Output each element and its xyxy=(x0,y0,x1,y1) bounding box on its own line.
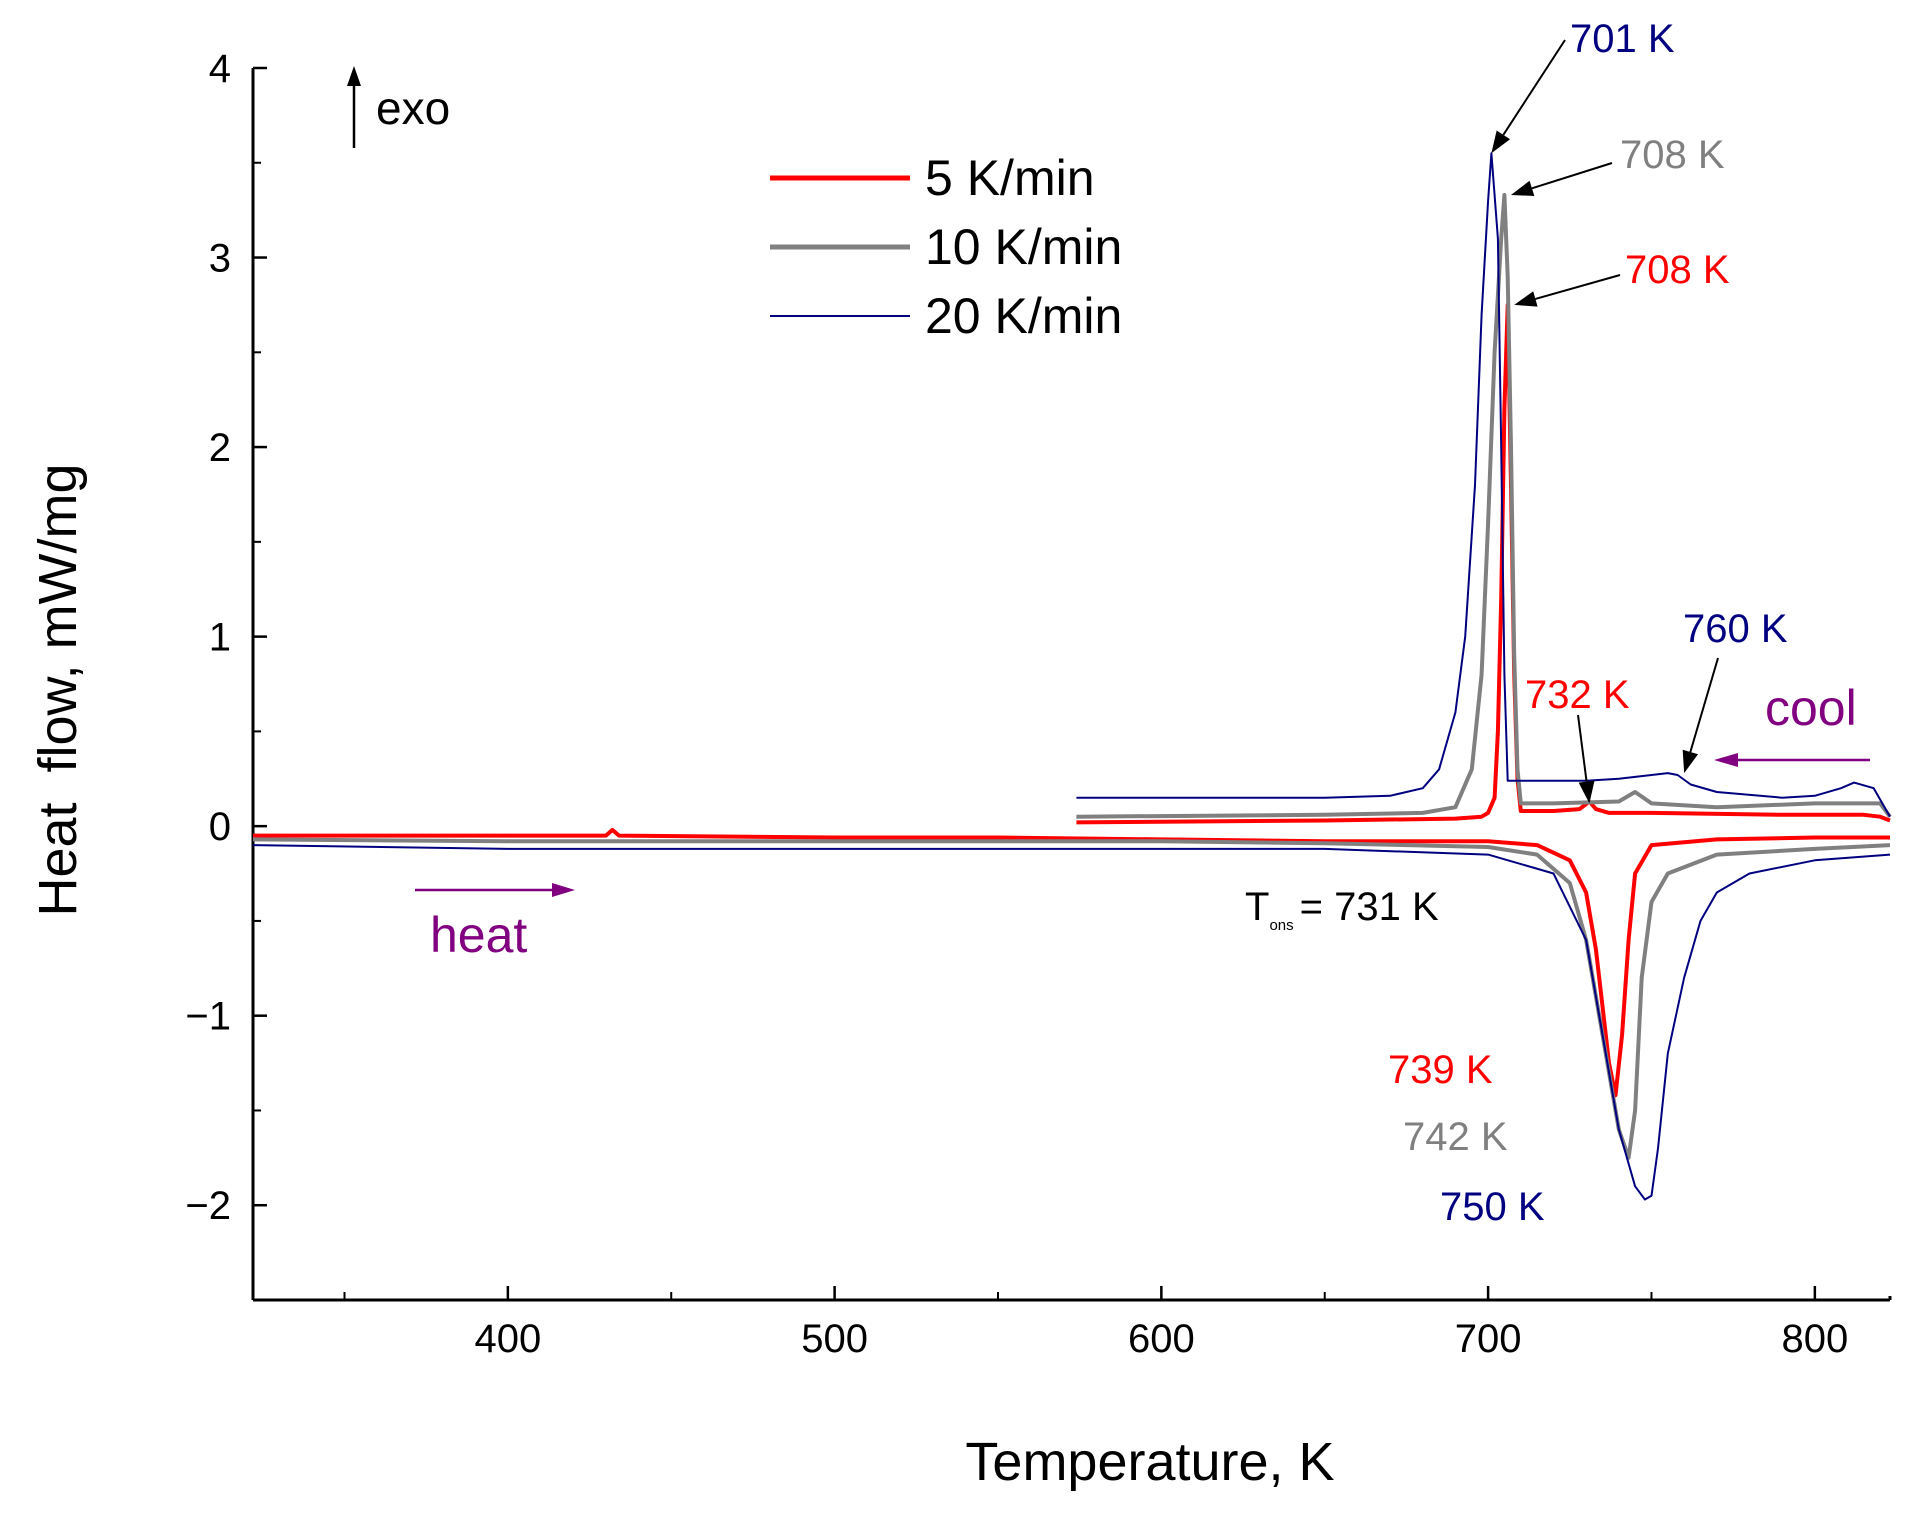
annotation-arrow-line xyxy=(1535,274,1621,300)
series-line-20-heating xyxy=(252,844,1891,1201)
cool-arrowhead-icon xyxy=(1714,753,1738,767)
y-tick-label: −1 xyxy=(185,995,231,1039)
x-tick-label: 400 xyxy=(474,1317,541,1361)
peak-label-708-red: 708 K xyxy=(1625,248,1730,292)
peak-label-742: 742 K xyxy=(1403,1115,1508,1159)
x-axis-label: Temperature, K xyxy=(965,1432,1334,1492)
annotation-arrowhead-icon xyxy=(1491,130,1511,154)
annotation-arrows xyxy=(1491,39,1719,804)
annotation-arrow-line xyxy=(1531,162,1613,190)
y-tick-label: 1 xyxy=(209,616,231,660)
onset-value: = 731 K xyxy=(1300,885,1439,929)
y-tick-label: 2 xyxy=(209,426,231,470)
peak-label-739: 739 K xyxy=(1388,1048,1493,1092)
annotation-arrowhead-icon xyxy=(1510,180,1535,196)
legend-label-5: 5 K/min xyxy=(925,150,1095,206)
series-line-20-cooling xyxy=(1076,152,1891,818)
peak-label-701: 701 K xyxy=(1570,17,1675,61)
x-tick-label: 800 xyxy=(1781,1317,1848,1361)
annotation-arrowhead-icon xyxy=(1682,749,1699,774)
y-tick-label: 4 xyxy=(209,47,231,91)
tick-layer: 400 500 600 700 800 −2 −1 0 1 2 3 4 xyxy=(185,47,1848,1361)
peak-label-760: 760 K xyxy=(1683,607,1788,651)
exo-arrowhead-icon xyxy=(347,66,361,86)
y-tick-label: 0 xyxy=(209,805,231,849)
annotation-arrow-line xyxy=(1502,39,1566,136)
series-line-5-cooling xyxy=(1076,302,1891,825)
heat-indicator: heat xyxy=(415,883,575,963)
heat-arrowhead-icon xyxy=(552,883,575,897)
exo-label: exo xyxy=(376,82,450,134)
peak-label-732: 732 K xyxy=(1525,673,1630,717)
x-tick-label: 700 xyxy=(1455,1317,1522,1361)
series-layer xyxy=(252,152,1892,1201)
peak-label-708-gray: 708 K xyxy=(1620,133,1725,177)
exo-indicator: exo xyxy=(347,66,450,148)
x-tick-label: 500 xyxy=(801,1317,868,1361)
annotation-arrowhead-icon xyxy=(1514,291,1538,307)
cool-label: cool xyxy=(1765,680,1857,736)
onset-symbol: T xyxy=(1245,885,1269,929)
onset-subscript: ons xyxy=(1269,917,1293,934)
cool-indicator: cool xyxy=(1714,680,1870,767)
series-line-10-cooling xyxy=(1076,193,1892,819)
legend-label-10: 10 K/min xyxy=(925,219,1122,275)
legend-label-20: 20 K/min xyxy=(925,288,1122,344)
heat-label: heat xyxy=(430,907,527,963)
x-tick-label: 600 xyxy=(1128,1317,1195,1361)
series-line-10-heating xyxy=(252,837,1891,1160)
peak-label-750: 750 K xyxy=(1440,1185,1545,1229)
annotation-arrow-line xyxy=(1577,714,1588,782)
annotation-arrow-line xyxy=(1689,657,1719,753)
annotation-arrowhead-icon xyxy=(1578,780,1595,804)
onset-label: Tons = 731 K xyxy=(1245,885,1439,934)
legend: 5 K/min 10 K/min 20 K/min xyxy=(770,150,1122,344)
y-tick-label: 3 xyxy=(209,237,231,281)
series-line-5-heating xyxy=(253,827,1890,1098)
y-tick-label: −2 xyxy=(185,1184,231,1228)
y-axis-label: Heat flow, mW/mg xyxy=(28,463,88,916)
